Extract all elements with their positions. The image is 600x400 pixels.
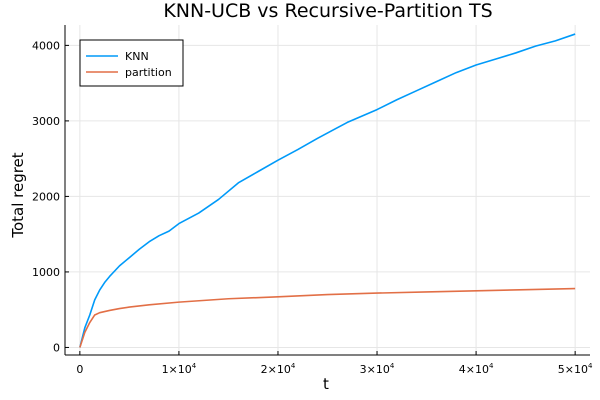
x-tick-label: 1×104 bbox=[162, 362, 197, 376]
x-tick-exponent: 4 bbox=[390, 362, 395, 370]
x-tick-label: 2×104 bbox=[261, 362, 296, 376]
axes bbox=[64, 25, 590, 356]
y-tick-label: 3000 bbox=[32, 115, 60, 128]
x-tick-label: 5×104 bbox=[558, 362, 593, 376]
y-tick-label: 1000 bbox=[32, 266, 60, 279]
legend: KNN partition bbox=[79, 39, 184, 87]
y-tick-label: 0 bbox=[53, 341, 60, 354]
x-tick-label: 0 bbox=[76, 363, 83, 376]
legend-label-partition: partition bbox=[125, 66, 172, 79]
x-tick-exponent: 4 bbox=[192, 362, 197, 370]
y-tick-label: 4000 bbox=[32, 39, 60, 52]
x-tick-label: 4×104 bbox=[459, 362, 494, 376]
ticks: 0 1×104 2×104 3×104 4×104 5×104 0 1000 2000 3000 4… bbox=[32, 39, 593, 376]
grid bbox=[65, 25, 590, 355]
y-tick-label: 2000 bbox=[32, 190, 60, 203]
series-line-partition bbox=[79, 287, 576, 348]
series-line-knn bbox=[79, 33, 576, 348]
x-tick-label: 3×104 bbox=[360, 362, 395, 376]
chart-title: KNN-UCB vs Recursive-Partition TS bbox=[163, 0, 492, 22]
legend-label-knn: KNN bbox=[125, 50, 149, 63]
x-tick-exponent: 4 bbox=[489, 362, 494, 370]
legend-box bbox=[79, 39, 184, 87]
x-tick-exponent: 4 bbox=[291, 362, 296, 370]
x-tick-exponent: 4 bbox=[588, 362, 593, 370]
x-axis-label: t bbox=[323, 375, 329, 393]
series bbox=[79, 33, 576, 348]
y-axis-label: Total regret bbox=[9, 152, 27, 238]
